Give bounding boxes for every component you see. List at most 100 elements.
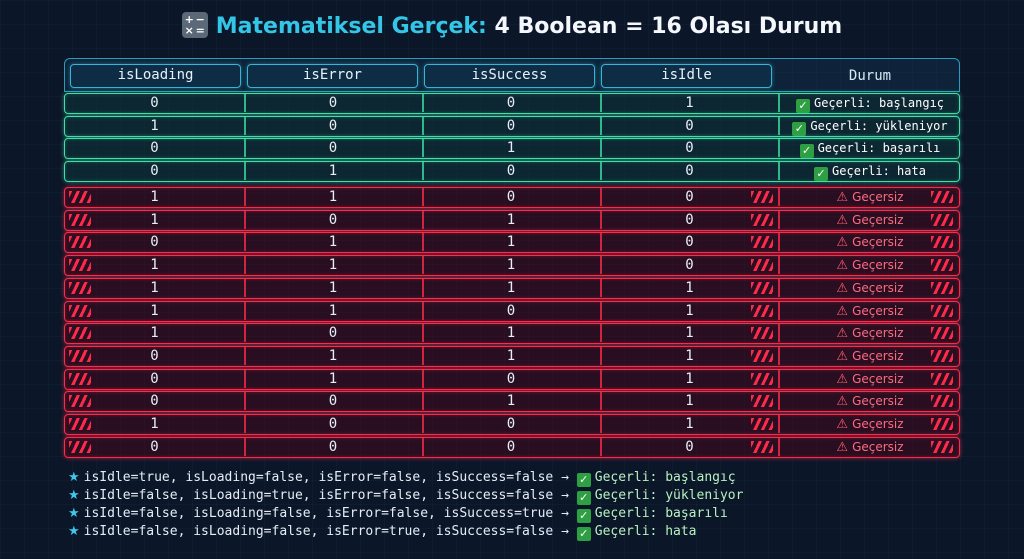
cell-issuccess: 0 xyxy=(506,302,516,319)
cell-isidle: 1 xyxy=(685,325,694,342)
cell-issuccess: 1 xyxy=(506,347,516,364)
cell-isidle: 1 xyxy=(685,370,694,387)
cell-isidle: 0 xyxy=(685,140,694,157)
status-valid: ✓ Geçerli: başarılı xyxy=(779,140,961,159)
cell-iserror: 0 xyxy=(328,140,338,157)
column-divider xyxy=(244,415,246,433)
column-divider xyxy=(600,437,602,456)
warning-stripes xyxy=(751,281,773,294)
cell-isloading: 1 xyxy=(150,416,159,432)
status-cell: ⚠ Geçersiz xyxy=(779,415,961,433)
status-cell: ⚠ Geçersiz xyxy=(779,324,961,342)
warning-stripes xyxy=(931,440,953,453)
column-header-isidle: isIdle xyxy=(601,64,772,88)
table-row: 0 0 1 1 ⚠ Geçersiz xyxy=(64,391,960,413)
column-divider xyxy=(244,346,246,365)
column-header-issuccess: isSuccess xyxy=(424,64,595,88)
warning-icon: ⚠ xyxy=(836,371,849,387)
table-row: 1 0 0 0 ✓ Geçerli: yükleniyor xyxy=(64,115,960,137)
cell-isidle: 1 xyxy=(685,416,694,432)
status-valid: ✓ Geçerli: hata xyxy=(779,163,961,182)
status-text: Geçersiz xyxy=(852,258,904,273)
warning-icon: ⚠ xyxy=(836,258,849,274)
cell-iserror: 1 xyxy=(328,370,338,387)
status-invalid: ⚠ Geçersiz xyxy=(779,416,961,432)
cell-isloading: 1 xyxy=(150,279,159,296)
cell-isidle: 1 xyxy=(685,393,694,410)
status-text: Geçersiz xyxy=(852,280,904,295)
warning-stripes xyxy=(69,440,91,453)
status-invalid: ⚠ Geçersiz xyxy=(779,189,961,205)
column-divider xyxy=(600,278,602,297)
status-invalid: ⚠ Geçersiz xyxy=(779,439,961,455)
table-row: 0 0 1 0 ✓ Geçerli: başarılı xyxy=(64,138,961,160)
column-divider xyxy=(778,392,780,411)
note-result: Geçerli: hata xyxy=(594,524,697,539)
warning-stripes xyxy=(69,327,91,340)
column-divider xyxy=(244,437,246,456)
title-rest: 4 Boolean = 16 Olası Durum xyxy=(494,14,843,39)
status-cell: ✓ Geçerli: hata xyxy=(779,162,961,182)
column-divider xyxy=(244,301,246,320)
column-divider xyxy=(778,256,780,275)
table-row: 0 0 0 0 ⚠ Geçersiz xyxy=(64,436,961,458)
status-cell: ✓ Geçerli: başlangıç xyxy=(779,94,961,113)
column-divider xyxy=(244,139,246,158)
warning-stripes xyxy=(69,418,91,430)
cell-iserror: 1 xyxy=(328,257,338,274)
column-divider xyxy=(600,415,602,433)
warning-stripes xyxy=(751,304,773,317)
column-divider xyxy=(600,162,602,181)
check-icon: ✓ xyxy=(792,121,807,136)
status-text: Geçersiz xyxy=(852,235,904,250)
status-valid: ✓ Geçerli: başlangıç xyxy=(779,95,961,113)
column-divider xyxy=(778,139,780,158)
table-row: 1 1 0 1 ⚠ Geçersiz xyxy=(64,300,960,322)
note-text: isIdle=false, isLoading=false, isError=t… xyxy=(83,524,569,539)
title-highlight: Matematiksel Gerçek: xyxy=(215,14,487,39)
star-icon: ★ xyxy=(68,506,80,521)
warning-icon: ⚠ xyxy=(836,303,849,319)
check-icon: ✓ xyxy=(576,527,591,541)
status-cell: ⚠ Geçersiz xyxy=(779,347,961,365)
column-divider xyxy=(778,415,780,433)
star-icon: ★ xyxy=(68,524,80,539)
star-icon: ★ xyxy=(68,470,80,485)
note-text: isIdle=true, isLoading=false, isError=fa… xyxy=(83,470,569,485)
cell-isloading: 1 xyxy=(150,211,159,228)
warning-stripes xyxy=(931,418,953,430)
table-header: isLoading isError isSuccess isIdle Durum xyxy=(64,58,960,92)
notes-list: ★ isIdle=true, isLoading=false, isError=f… xyxy=(68,469,968,541)
cell-isidle: 0 xyxy=(685,438,694,455)
status-text: Geçersiz xyxy=(852,212,904,227)
column-divider xyxy=(600,188,602,206)
table-row: 0 0 0 1 ✓ Geçerli: başlangıç xyxy=(64,93,960,114)
cell-isloading: 1 xyxy=(150,189,159,205)
cell-isloading: 0 xyxy=(150,140,159,157)
column-divider xyxy=(778,369,780,388)
note-line: ★ isIdle=false, isLoading=true, isError=f… xyxy=(68,487,968,505)
cell-iserror: 0 xyxy=(328,211,338,228)
cell-issuccess: 1 xyxy=(506,211,516,228)
column-divider xyxy=(778,346,780,365)
table-row: 1 0 1 0 ⚠ Geçersiz xyxy=(64,209,960,231)
calculator-icon: + − × = xyxy=(181,12,208,38)
cell-isloading: 1 xyxy=(150,325,159,342)
status-text: Geçersiz xyxy=(852,348,904,363)
column-divider xyxy=(422,437,424,456)
note-line: ★ isIdle=false, isLoading=false, isError=… xyxy=(68,505,968,523)
column-divider xyxy=(244,392,246,411)
status-invalid: ⚠ Geçersiz xyxy=(779,371,961,387)
cell-isidle: 1 xyxy=(685,95,694,111)
column-divider xyxy=(778,278,780,297)
cell-issuccess: 1 xyxy=(506,234,516,251)
column-divider xyxy=(422,94,424,112)
column-divider xyxy=(244,278,246,297)
column-divider xyxy=(422,233,424,252)
cell-isloading: 0 xyxy=(150,347,159,364)
status-text: Geçerli: başarılı xyxy=(817,141,941,156)
page-title: + − × = Matematiksel Gerçek: 4 Boolean = 1… xyxy=(0,12,1024,42)
column-divider xyxy=(600,256,602,275)
cell-iserror: 0 xyxy=(328,393,338,410)
check-icon: ✓ xyxy=(576,473,591,487)
